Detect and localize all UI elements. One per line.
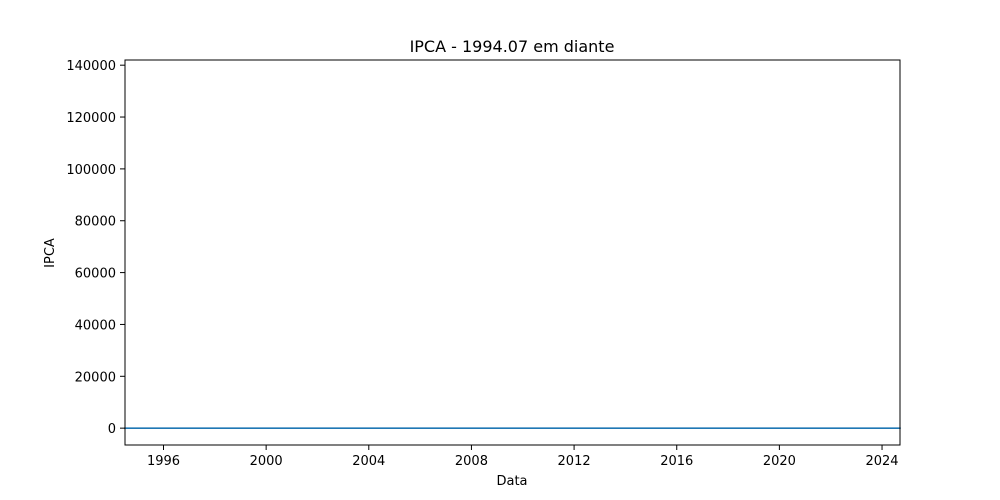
x-tick-label: 2020	[763, 454, 796, 469]
y-tick-label: 20000	[75, 370, 116, 385]
y-tick-label: 60000	[75, 267, 116, 282]
y-tick-label: 80000	[75, 215, 116, 230]
x-tick-label: 2016	[660, 454, 693, 469]
y-tick-label: 120000	[66, 111, 116, 126]
y-axis-title: IPCA	[43, 238, 58, 268]
plot-area: 1996 2000 2004 2008 2012 2016 2020 2024 0 20000 40…	[66, 59, 901, 469]
y-tick-label: 140000	[66, 59, 116, 74]
x-tick-label: 2024	[865, 454, 898, 469]
y-tick-label: 40000	[75, 318, 116, 333]
x-tick-label: 2004	[352, 454, 385, 469]
y-tick-label: 100000	[66, 163, 116, 178]
axes-frame	[124, 59, 901, 446]
x-tick-label: 2000	[250, 454, 283, 469]
y-tick-label: 0	[108, 422, 116, 437]
chart-title: IPCA - 1994.07 em diante	[410, 37, 615, 56]
x-tick-label: 2008	[455, 454, 488, 469]
x-tick-label: 1996	[147, 454, 180, 469]
x-axis-title: Data	[496, 474, 527, 489]
x-tick-label: 2012	[558, 454, 591, 469]
